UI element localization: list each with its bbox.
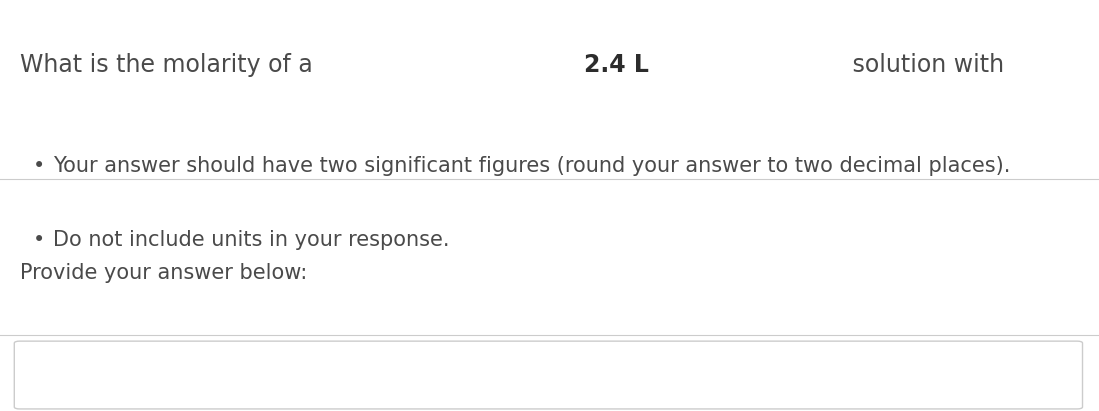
Text: Provide your answer below:: Provide your answer below:: [20, 263, 307, 283]
Text: •: •: [33, 156, 45, 176]
Text: solution with: solution with: [845, 53, 1012, 77]
FancyBboxPatch shape: [14, 341, 1083, 409]
Text: •: •: [33, 230, 45, 250]
Text: Do not include units in your response.: Do not include units in your response.: [53, 230, 449, 250]
Text: What is the molarity of a: What is the molarity of a: [20, 53, 320, 77]
Text: Your answer should have two significant figures (round your answer to two decima: Your answer should have two significant …: [53, 156, 1010, 176]
Text: 2.4 L: 2.4 L: [585, 53, 650, 77]
